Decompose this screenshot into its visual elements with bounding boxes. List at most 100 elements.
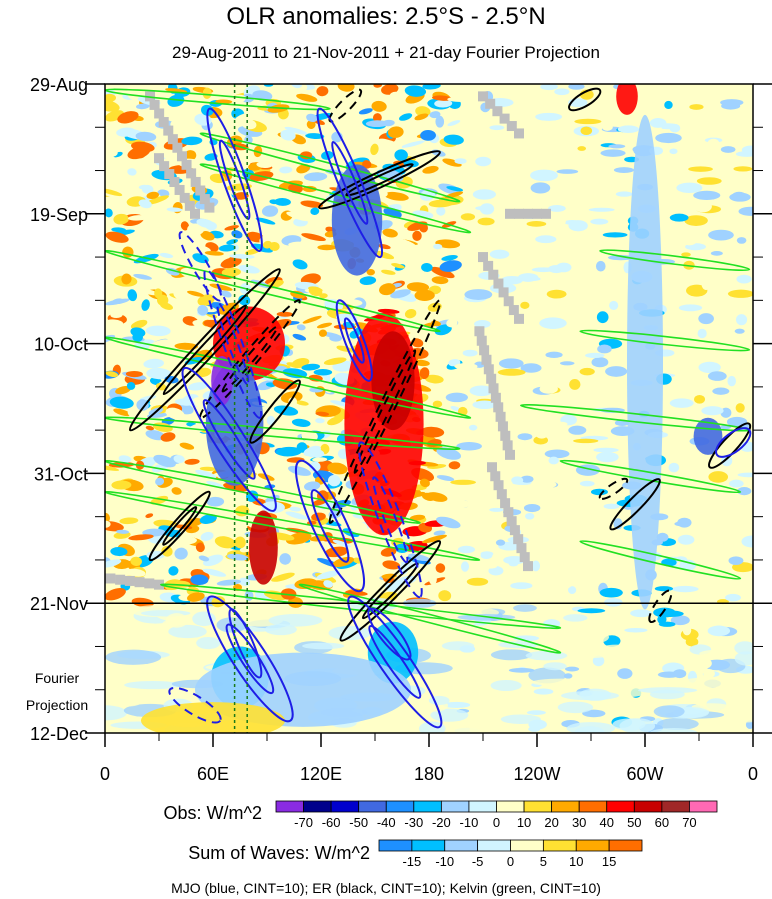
chart-subtitle: 29-Aug-2011 to 21-Nov-2011 + 21-day Four… <box>172 43 600 62</box>
anomaly-texture-cell <box>420 426 445 438</box>
anomaly-texture-cell <box>133 273 152 280</box>
anomaly-texture-cell <box>469 385 494 397</box>
missing-data-cell <box>499 113 510 124</box>
projection-texture-cell <box>105 666 139 674</box>
anomaly-texture-cell <box>190 574 209 585</box>
anomaly-texture-cell <box>489 172 506 180</box>
anomaly-texture-cell <box>311 141 334 151</box>
anomaly-texture-cell <box>224 225 239 231</box>
missing-data-cell <box>134 577 145 588</box>
anomaly-texture-cell <box>408 553 430 562</box>
anomaly-texture-cell <box>579 367 595 376</box>
anomaly-texture-cell <box>119 517 139 525</box>
anomaly-texture-cell <box>715 728 727 733</box>
anomaly-texture-cell <box>654 586 674 592</box>
anomaly-texture-cell <box>287 145 301 153</box>
missing-data-cell <box>514 208 524 219</box>
anomaly-texture-cell <box>309 461 321 472</box>
missing-data-cell <box>478 252 488 263</box>
anomaly-texture-cell <box>274 197 291 206</box>
anomaly-texture-cell <box>703 669 715 679</box>
anomaly-texture-cell <box>114 303 123 312</box>
anomaly-texture-cell <box>138 288 160 296</box>
anomaly-texture-cell <box>720 99 744 106</box>
missing-data-cell <box>158 117 169 128</box>
anomaly-texture-cell <box>200 231 215 241</box>
anomaly-texture-cell <box>127 407 143 419</box>
obs-colorbar-label: -40 <box>377 815 396 830</box>
anomaly-texture-cell <box>149 339 172 350</box>
anomaly-texture-cell <box>701 278 711 291</box>
obs-colorbar-box <box>275 800 304 813</box>
anomaly-texture-cell <box>598 305 608 311</box>
missing-data-cell <box>493 402 504 413</box>
projection-texture-cell <box>557 701 594 714</box>
anomaly-texture-cell <box>520 301 530 309</box>
anomaly-texture-cell <box>132 332 144 342</box>
anomaly-texture-cell <box>111 480 132 490</box>
anomaly-texture-cell <box>394 149 408 161</box>
waves-colorbar-box <box>411 839 446 852</box>
obs-colorbar-label: 30 <box>572 815 586 830</box>
obs-colorbar-box <box>440 800 470 813</box>
anomaly-texture-cell <box>523 503 541 513</box>
anomaly-texture-cell <box>436 447 462 460</box>
anomaly-texture-cell <box>447 96 475 102</box>
missing-data-cell <box>483 260 494 271</box>
anomaly-texture-cell <box>691 505 707 516</box>
anomaly-texture-cell <box>275 446 302 457</box>
anomaly-texture-cell <box>547 579 573 590</box>
y-tick-label: 31-Oct <box>34 464 88 484</box>
projection-texture-cell <box>165 613 188 628</box>
projection-texture-cell <box>531 678 592 687</box>
anomaly-texture-cell <box>461 459 483 470</box>
anomaly-texture-cell <box>693 190 721 200</box>
anomaly-texture-cell <box>384 191 409 201</box>
er-contour <box>249 379 301 444</box>
obs-colorbar-box <box>689 800 718 813</box>
anomaly-texture-cell <box>548 264 565 274</box>
mjo-contour <box>218 139 251 220</box>
anomaly-texture-cell <box>306 113 318 123</box>
projection-texture-cell <box>649 728 698 733</box>
anomaly-texture-cell <box>105 464 120 471</box>
anomaly-texture-cell <box>419 367 430 380</box>
anomaly-texture-cell <box>128 534 154 541</box>
er-contour <box>609 478 661 531</box>
anomaly-texture-cell <box>146 191 159 200</box>
anomaly-texture-cell <box>530 480 557 489</box>
missing-data-cell <box>169 177 180 188</box>
anomaly-texture-cell <box>202 87 212 99</box>
anomaly-texture-cell <box>170 118 187 130</box>
anomaly-texture-cell <box>474 320 491 329</box>
projection-texture-cell <box>490 649 533 661</box>
anomaly-texture-cell <box>737 472 753 478</box>
missing-data-cell <box>497 421 508 432</box>
anomaly-texture-cell <box>708 471 729 483</box>
missing-data-cell <box>199 194 210 205</box>
anomaly-texture-cell <box>404 308 417 319</box>
obs-colorbar: -70 -60 -50 -40 -30 -20 -10 0 10 20 30 40 50 60 70 <box>275 800 718 830</box>
anomaly-texture-cell <box>741 535 753 548</box>
anomaly-texture-cell <box>544 449 570 459</box>
anomaly-texture-cell <box>684 215 708 226</box>
anomaly-texture-cell <box>525 512 535 520</box>
projection-texture-cell <box>563 614 588 622</box>
projection-texture-cell <box>570 647 614 659</box>
anomaly-texture-cell <box>741 621 753 628</box>
projection-texture-cell <box>302 642 345 650</box>
anomaly-texture-cell <box>433 243 443 250</box>
obs-colorbar-label: -50 <box>349 815 368 830</box>
anomaly-texture-cell <box>206 481 224 488</box>
anomaly-texture-cell <box>310 207 320 215</box>
anomaly-texture-cell <box>721 455 733 467</box>
anomaly-texture-cell <box>262 240 273 249</box>
mjo-contour <box>178 231 223 302</box>
y-tick-label: 10-Oct <box>34 335 88 355</box>
x-tick-label: 0 <box>748 764 758 784</box>
anomaly-texture-cell <box>428 573 437 585</box>
anomaly-texture-cell <box>707 138 720 150</box>
waves-colorbar-box <box>477 839 511 852</box>
anomaly-texture-cell <box>365 120 389 128</box>
anomaly-texture-cell <box>568 425 587 435</box>
